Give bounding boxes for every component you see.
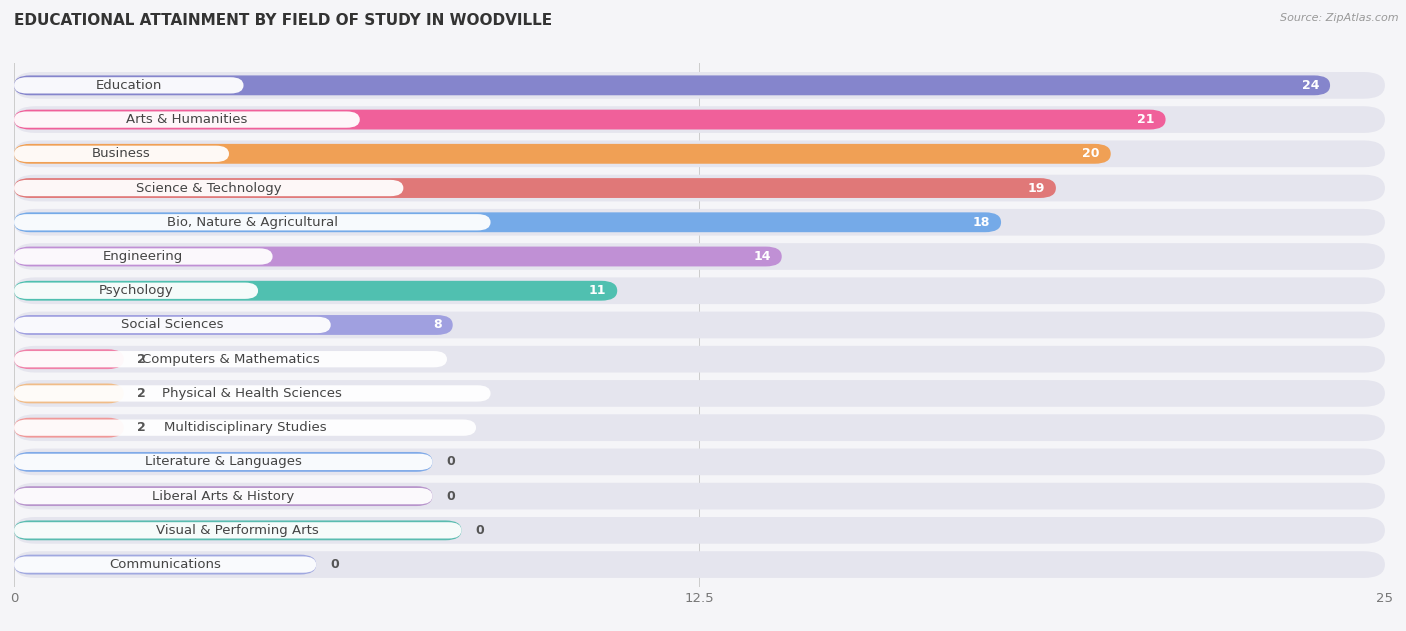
FancyBboxPatch shape	[14, 521, 461, 540]
Text: Education: Education	[96, 79, 162, 92]
Text: Liberal Arts & History: Liberal Arts & History	[152, 490, 294, 503]
FancyBboxPatch shape	[14, 386, 491, 401]
FancyBboxPatch shape	[14, 249, 273, 264]
FancyBboxPatch shape	[14, 350, 124, 369]
Text: 21: 21	[1137, 113, 1154, 126]
FancyBboxPatch shape	[14, 487, 433, 506]
Text: Bio, Nature & Agricultural: Bio, Nature & Agricultural	[167, 216, 337, 229]
Text: Visual & Performing Arts: Visual & Performing Arts	[156, 524, 319, 537]
FancyBboxPatch shape	[14, 384, 124, 403]
Text: 0: 0	[330, 558, 339, 571]
Text: 24: 24	[1302, 79, 1319, 92]
Text: Communications: Communications	[110, 558, 221, 571]
FancyBboxPatch shape	[14, 315, 453, 335]
Text: 0: 0	[446, 490, 456, 503]
Text: Science & Technology: Science & Technology	[136, 182, 281, 194]
FancyBboxPatch shape	[14, 77, 243, 93]
FancyBboxPatch shape	[14, 380, 1385, 407]
Text: Literature & Languages: Literature & Languages	[145, 456, 302, 468]
FancyBboxPatch shape	[14, 557, 316, 573]
FancyBboxPatch shape	[14, 141, 1385, 167]
FancyBboxPatch shape	[14, 106, 1385, 133]
Text: Physical & Health Sciences: Physical & Health Sciences	[162, 387, 342, 400]
Text: EDUCATIONAL ATTAINMENT BY FIELD OF STUDY IN WOODVILLE: EDUCATIONAL ATTAINMENT BY FIELD OF STUDY…	[14, 13, 553, 28]
FancyBboxPatch shape	[14, 317, 330, 333]
Text: 2: 2	[138, 353, 146, 366]
FancyBboxPatch shape	[14, 351, 447, 367]
FancyBboxPatch shape	[14, 110, 1166, 129]
Text: Business: Business	[93, 147, 150, 160]
Text: Source: ZipAtlas.com: Source: ZipAtlas.com	[1281, 13, 1399, 23]
Text: 11: 11	[589, 284, 606, 297]
Text: 2: 2	[138, 421, 146, 434]
FancyBboxPatch shape	[14, 213, 1001, 232]
FancyBboxPatch shape	[14, 243, 1385, 270]
FancyBboxPatch shape	[14, 418, 124, 437]
FancyBboxPatch shape	[14, 281, 617, 300]
Text: Engineering: Engineering	[103, 250, 183, 263]
Text: 19: 19	[1028, 182, 1045, 194]
Text: 20: 20	[1083, 147, 1099, 160]
FancyBboxPatch shape	[14, 112, 360, 127]
Text: 0: 0	[446, 456, 456, 468]
Text: 8: 8	[433, 319, 441, 331]
FancyBboxPatch shape	[14, 522, 461, 538]
FancyBboxPatch shape	[14, 178, 1056, 198]
Text: Multidisciplinary Studies: Multidisciplinary Studies	[163, 421, 326, 434]
FancyBboxPatch shape	[14, 146, 229, 162]
FancyBboxPatch shape	[14, 72, 1385, 98]
FancyBboxPatch shape	[14, 180, 404, 196]
Text: Computers & Mathematics: Computers & Mathematics	[142, 353, 319, 366]
Text: 18: 18	[973, 216, 990, 229]
Text: 0: 0	[475, 524, 484, 537]
FancyBboxPatch shape	[14, 551, 1385, 578]
FancyBboxPatch shape	[14, 278, 1385, 304]
FancyBboxPatch shape	[14, 555, 316, 574]
FancyBboxPatch shape	[14, 449, 1385, 475]
Text: Arts & Humanities: Arts & Humanities	[127, 113, 247, 126]
FancyBboxPatch shape	[14, 346, 1385, 372]
FancyBboxPatch shape	[14, 283, 259, 299]
FancyBboxPatch shape	[14, 452, 433, 472]
Text: Social Sciences: Social Sciences	[121, 319, 224, 331]
Text: 14: 14	[754, 250, 770, 263]
FancyBboxPatch shape	[14, 312, 1385, 338]
FancyBboxPatch shape	[14, 144, 1111, 163]
FancyBboxPatch shape	[14, 76, 1330, 95]
FancyBboxPatch shape	[14, 415, 1385, 441]
FancyBboxPatch shape	[14, 454, 433, 470]
FancyBboxPatch shape	[14, 175, 1385, 201]
Text: Psychology: Psychology	[98, 284, 173, 297]
Text: 2: 2	[138, 387, 146, 400]
FancyBboxPatch shape	[14, 247, 782, 266]
FancyBboxPatch shape	[14, 214, 491, 230]
FancyBboxPatch shape	[14, 488, 433, 504]
FancyBboxPatch shape	[14, 483, 1385, 509]
FancyBboxPatch shape	[14, 209, 1385, 235]
FancyBboxPatch shape	[14, 420, 477, 436]
FancyBboxPatch shape	[14, 517, 1385, 544]
